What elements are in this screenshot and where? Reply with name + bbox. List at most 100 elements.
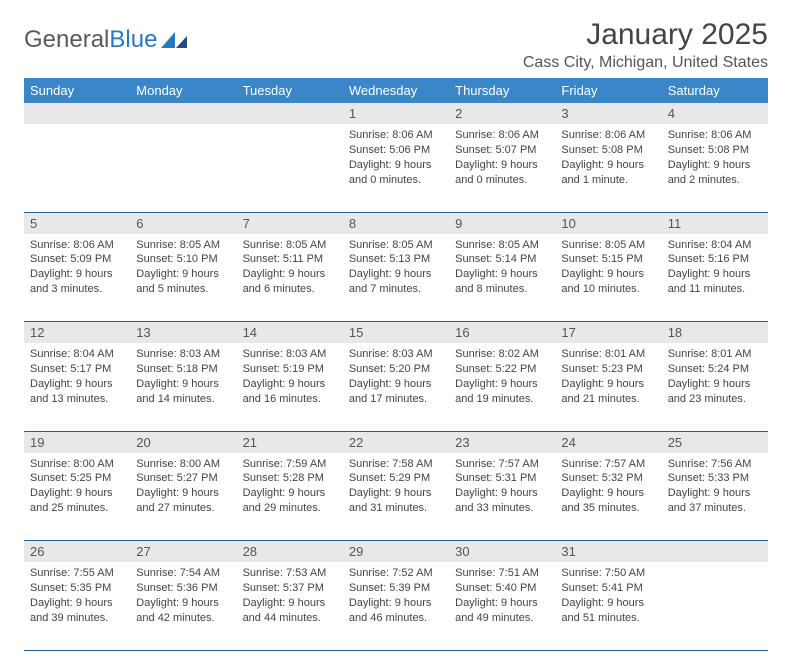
sunset-text: Sunset: 5:16 PM [668, 252, 762, 267]
sunset-text: Sunset: 5:20 PM [349, 362, 443, 377]
day-details: Sunrise: 8:06 AMSunset: 5:08 PMDaylight:… [668, 128, 762, 187]
daylight-line1: Daylight: 9 hours [561, 377, 655, 392]
day-details: Sunrise: 7:58 AMSunset: 5:29 PMDaylight:… [349, 457, 443, 516]
daylight-line1: Daylight: 9 hours [561, 596, 655, 611]
sunset-text: Sunset: 5:33 PM [668, 471, 762, 486]
daylight-line1: Daylight: 9 hours [243, 267, 337, 282]
day-number-cell: 26 [24, 541, 130, 563]
col-thursday: Thursday [449, 78, 555, 103]
daylight-line1: Daylight: 9 hours [668, 377, 762, 392]
daylight-line1: Daylight: 9 hours [243, 377, 337, 392]
daylight-line1: Daylight: 9 hours [561, 267, 655, 282]
day-cell [237, 124, 343, 212]
daylight-line2: and 2 minutes. [668, 173, 762, 188]
sunrise-text: Sunrise: 8:05 AM [349, 238, 443, 253]
week-row: Sunrise: 8:00 AMSunset: 5:25 PMDaylight:… [24, 453, 768, 541]
daylight-line1: Daylight: 9 hours [455, 377, 549, 392]
sunrise-text: Sunrise: 7:56 AM [668, 457, 762, 472]
day-cell: Sunrise: 7:50 AMSunset: 5:41 PMDaylight:… [555, 562, 661, 650]
daylight-line1: Daylight: 9 hours [136, 267, 230, 282]
day-cell: Sunrise: 8:01 AMSunset: 5:24 PMDaylight:… [662, 343, 768, 431]
day-details: Sunrise: 8:01 AMSunset: 5:23 PMDaylight:… [561, 347, 655, 406]
day-details: Sunrise: 7:54 AMSunset: 5:36 PMDaylight:… [136, 566, 230, 625]
sunrise-text: Sunrise: 7:57 AM [561, 457, 655, 472]
day-number-cell: 23 [449, 431, 555, 453]
daylight-line2: and 23 minutes. [668, 392, 762, 407]
daylight-line1: Daylight: 9 hours [136, 377, 230, 392]
col-friday: Friday [555, 78, 661, 103]
sunrise-text: Sunrise: 7:54 AM [136, 566, 230, 581]
day-cell: Sunrise: 8:04 AMSunset: 5:16 PMDaylight:… [662, 234, 768, 322]
day-details: Sunrise: 8:06 AMSunset: 5:07 PMDaylight:… [455, 128, 549, 187]
day-cell [24, 124, 130, 212]
day-details: Sunrise: 8:01 AMSunset: 5:24 PMDaylight:… [668, 347, 762, 406]
logo-sail-icon [161, 30, 189, 50]
sunset-text: Sunset: 5:22 PM [455, 362, 549, 377]
day-cell: Sunrise: 8:05 AMSunset: 5:15 PMDaylight:… [555, 234, 661, 322]
day-details: Sunrise: 8:05 AMSunset: 5:11 PMDaylight:… [243, 238, 337, 297]
day-cell: Sunrise: 8:01 AMSunset: 5:23 PMDaylight:… [555, 343, 661, 431]
daylight-line2: and 8 minutes. [455, 282, 549, 297]
sunrise-text: Sunrise: 8:06 AM [668, 128, 762, 143]
sunrise-text: Sunrise: 8:03 AM [349, 347, 443, 362]
day-number-cell: 6 [130, 212, 236, 234]
sunrise-text: Sunrise: 7:57 AM [455, 457, 549, 472]
sunset-text: Sunset: 5:41 PM [561, 581, 655, 596]
daylight-line2: and 25 minutes. [30, 501, 124, 516]
col-wednesday: Wednesday [343, 78, 449, 103]
day-details: Sunrise: 7:53 AMSunset: 5:37 PMDaylight:… [243, 566, 337, 625]
day-cell: Sunrise: 8:05 AMSunset: 5:14 PMDaylight:… [449, 234, 555, 322]
daylight-line2: and 39 minutes. [30, 611, 124, 626]
day-number-cell: 1 [343, 103, 449, 124]
sunset-text: Sunset: 5:18 PM [136, 362, 230, 377]
daylight-line2: and 1 minute. [561, 173, 655, 188]
day-cell: Sunrise: 7:54 AMSunset: 5:36 PMDaylight:… [130, 562, 236, 650]
day-details: Sunrise: 8:05 AMSunset: 5:14 PMDaylight:… [455, 238, 549, 297]
day-number-cell [662, 541, 768, 563]
sunrise-text: Sunrise: 7:58 AM [349, 457, 443, 472]
day-cell: Sunrise: 7:52 AMSunset: 5:39 PMDaylight:… [343, 562, 449, 650]
day-cell: Sunrise: 8:06 AMSunset: 5:09 PMDaylight:… [24, 234, 130, 322]
sunset-text: Sunset: 5:07 PM [455, 143, 549, 158]
day-details: Sunrise: 7:56 AMSunset: 5:33 PMDaylight:… [668, 457, 762, 516]
day-details: Sunrise: 7:59 AMSunset: 5:28 PMDaylight:… [243, 457, 337, 516]
day-number-cell: 25 [662, 431, 768, 453]
daylight-line2: and 35 minutes. [561, 501, 655, 516]
day-number-cell: 17 [555, 322, 661, 344]
col-tuesday: Tuesday [237, 78, 343, 103]
daylight-line1: Daylight: 9 hours [668, 267, 762, 282]
sunrise-text: Sunrise: 8:02 AM [455, 347, 549, 362]
week-row: Sunrise: 7:55 AMSunset: 5:35 PMDaylight:… [24, 562, 768, 650]
daylight-line2: and 13 minutes. [30, 392, 124, 407]
day-details: Sunrise: 8:04 AMSunset: 5:17 PMDaylight:… [30, 347, 124, 406]
day-number-cell [237, 103, 343, 124]
daylight-line1: Daylight: 9 hours [455, 486, 549, 501]
sunset-text: Sunset: 5:29 PM [349, 471, 443, 486]
daylight-line1: Daylight: 9 hours [349, 267, 443, 282]
day-number-cell: 8 [343, 212, 449, 234]
sunset-text: Sunset: 5:23 PM [561, 362, 655, 377]
daylight-line2: and 49 minutes. [455, 611, 549, 626]
sunset-text: Sunset: 5:08 PM [668, 143, 762, 158]
daynum-row: 1234 [24, 103, 768, 124]
day-details: Sunrise: 7:57 AMSunset: 5:32 PMDaylight:… [561, 457, 655, 516]
sunset-text: Sunset: 5:25 PM [30, 471, 124, 486]
day-number-cell: 22 [343, 431, 449, 453]
sunset-text: Sunset: 5:17 PM [30, 362, 124, 377]
sunrise-text: Sunrise: 7:52 AM [349, 566, 443, 581]
sunrise-text: Sunrise: 7:53 AM [243, 566, 337, 581]
day-number-cell: 16 [449, 322, 555, 344]
day-cell: Sunrise: 7:58 AMSunset: 5:29 PMDaylight:… [343, 453, 449, 541]
day-cell: Sunrise: 8:03 AMSunset: 5:20 PMDaylight:… [343, 343, 449, 431]
daylight-line1: Daylight: 9 hours [136, 596, 230, 611]
day-number-cell: 12 [24, 322, 130, 344]
sunrise-text: Sunrise: 7:55 AM [30, 566, 124, 581]
daylight-line1: Daylight: 9 hours [668, 158, 762, 173]
day-cell: Sunrise: 8:00 AMSunset: 5:25 PMDaylight:… [24, 453, 130, 541]
day-details: Sunrise: 8:05 AMSunset: 5:10 PMDaylight:… [136, 238, 230, 297]
sunset-text: Sunset: 5:28 PM [243, 471, 337, 486]
daylight-line2: and 3 minutes. [30, 282, 124, 297]
sunrise-text: Sunrise: 8:03 AM [136, 347, 230, 362]
sunrise-text: Sunrise: 8:04 AM [30, 347, 124, 362]
daylight-line2: and 7 minutes. [349, 282, 443, 297]
